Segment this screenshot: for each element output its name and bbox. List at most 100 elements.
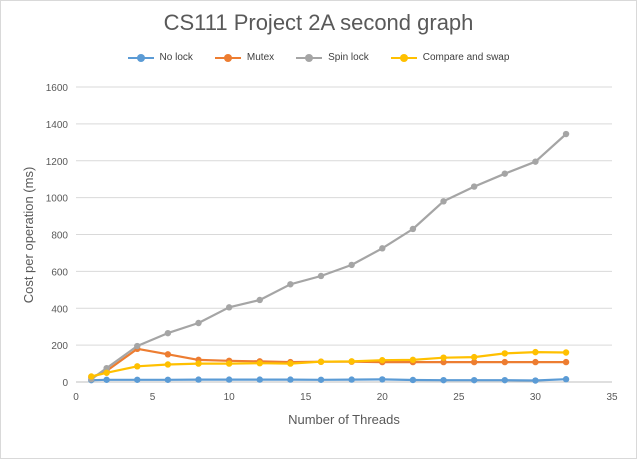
data-point bbox=[470, 183, 478, 190]
data-point bbox=[348, 376, 355, 383]
data-point bbox=[134, 376, 141, 383]
x-tick-label: 10 bbox=[224, 392, 236, 403]
x-tick-label: 30 bbox=[530, 392, 542, 403]
y-tick-label: 1400 bbox=[46, 120, 69, 131]
series-line bbox=[90, 347, 567, 379]
data-point bbox=[103, 364, 110, 372]
y-tick-label: 400 bbox=[51, 304, 68, 315]
data-point bbox=[164, 329, 172, 337]
legend-label: Mutex bbox=[246, 52, 275, 63]
data-point bbox=[501, 376, 508, 384]
data-point bbox=[195, 319, 202, 327]
legend-marker bbox=[399, 53, 408, 62]
data-point bbox=[470, 376, 478, 384]
x-tick-label: 0 bbox=[73, 392, 79, 403]
data-point bbox=[409, 356, 417, 364]
data-point bbox=[379, 376, 386, 383]
data-point bbox=[532, 358, 539, 366]
data-point bbox=[225, 360, 233, 367]
data-point bbox=[256, 296, 263, 304]
data-point bbox=[501, 170, 508, 177]
data-point bbox=[470, 358, 478, 366]
y-tick-label: 0 bbox=[62, 378, 68, 389]
series-line bbox=[91, 378, 567, 382]
series-compare-and-swap bbox=[88, 348, 570, 380]
data-point bbox=[501, 350, 508, 357]
data-point bbox=[562, 349, 570, 356]
data-point bbox=[317, 376, 325, 383]
y-tick-label: 200 bbox=[51, 341, 68, 352]
data-point bbox=[256, 376, 263, 383]
legend-label: Compare and swap bbox=[422, 52, 510, 63]
series-line bbox=[90, 133, 567, 381]
x-tick-label: 35 bbox=[606, 392, 618, 403]
data-point bbox=[348, 261, 355, 269]
y-tick-label: 600 bbox=[51, 267, 68, 278]
data-point bbox=[379, 357, 386, 364]
data-point bbox=[164, 361, 172, 368]
legend-item-no-lock: No lock bbox=[127, 52, 193, 63]
data-point bbox=[287, 281, 294, 288]
data-point bbox=[317, 358, 325, 365]
series-no-lock bbox=[88, 376, 570, 384]
legend-swatch-mutex bbox=[214, 53, 241, 63]
data-point bbox=[134, 363, 141, 370]
legend-item-compare-and-swap: Compare and swap bbox=[390, 52, 510, 63]
legend-marker bbox=[136, 53, 145, 62]
y-tick-label: 1600 bbox=[46, 83, 69, 94]
data-point bbox=[348, 358, 355, 365]
legend-item-spin-lock: Spin lock bbox=[296, 52, 369, 63]
legend-swatch-spin-lock bbox=[296, 53, 323, 63]
data-point bbox=[256, 359, 263, 367]
y-axis-title: Cost per operation (ms) bbox=[21, 167, 36, 304]
data-point bbox=[532, 348, 539, 356]
data-point bbox=[440, 198, 447, 205]
x-axis-title: Number of Threads bbox=[288, 412, 400, 427]
data-point bbox=[195, 376, 202, 383]
legend-marker bbox=[223, 53, 232, 62]
data-point bbox=[409, 376, 417, 384]
data-point bbox=[532, 377, 539, 384]
series-group bbox=[88, 130, 570, 384]
data-point bbox=[287, 376, 294, 383]
data-point bbox=[195, 360, 202, 367]
data-point bbox=[225, 376, 233, 383]
series-line bbox=[91, 351, 567, 378]
data-point bbox=[379, 245, 386, 252]
chart-legend: No lock Mutex Spin lock Compare and swap bbox=[0, 52, 637, 63]
y-tick-label: 1000 bbox=[46, 194, 69, 205]
data-point bbox=[287, 360, 294, 367]
data-point bbox=[164, 376, 172, 383]
data-point bbox=[317, 272, 325, 280]
data-point bbox=[225, 304, 233, 311]
series-mutex bbox=[88, 345, 570, 381]
data-point bbox=[88, 373, 95, 380]
y-tick-labels: 0 200 400 600 800 1000 1200 1400 1600 bbox=[46, 83, 69, 389]
data-point bbox=[409, 225, 417, 233]
x-tick-label: 25 bbox=[453, 392, 465, 403]
data-point bbox=[562, 130, 570, 138]
gridlines bbox=[76, 86, 612, 383]
legend-swatch-compare-and-swap bbox=[390, 53, 417, 63]
x-tick-label: 20 bbox=[377, 392, 389, 403]
data-point bbox=[103, 369, 110, 376]
legend-item-mutex: Mutex bbox=[214, 52, 275, 63]
data-point bbox=[440, 354, 447, 361]
chart-title: CS111 Project 2A second graph bbox=[163, 10, 474, 35]
data-point bbox=[164, 351, 172, 358]
data-point bbox=[562, 376, 570, 383]
data-point bbox=[440, 358, 447, 366]
data-point bbox=[562, 358, 570, 366]
x-tick-label: 15 bbox=[300, 392, 312, 403]
x-tick-label: 5 bbox=[150, 392, 156, 403]
legend-swatch-no-lock bbox=[127, 53, 154, 63]
y-tick-label: 800 bbox=[51, 231, 68, 242]
y-tick-label: 1200 bbox=[46, 157, 69, 168]
data-point bbox=[103, 376, 110, 383]
legend-label: No lock bbox=[159, 52, 193, 63]
x-tick-labels: 0 5 10 15 20 25 30 35 bbox=[73, 392, 618, 403]
data-point bbox=[532, 158, 539, 165]
data-point bbox=[470, 353, 478, 361]
legend-marker bbox=[305, 53, 314, 62]
